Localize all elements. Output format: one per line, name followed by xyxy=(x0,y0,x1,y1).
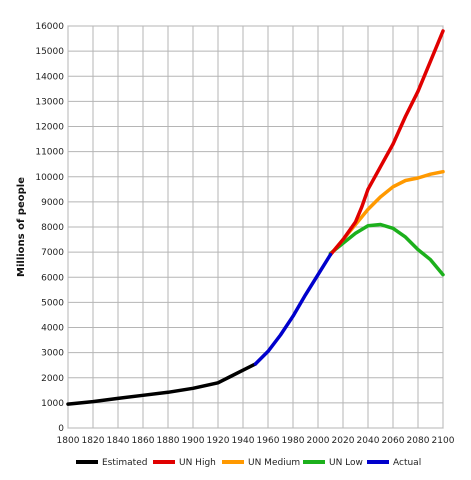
x-tick-label: 1920 xyxy=(207,436,230,446)
x-tick-label: 2040 xyxy=(357,436,380,446)
chart-grid xyxy=(67,25,444,429)
y-tick-label: 0 xyxy=(58,424,64,434)
x-axis-ticks: 1800 1820 1840 1860 1880 1900 1920 1940 1960 1980… xyxy=(57,436,455,446)
x-tick-label: 1800 xyxy=(57,436,80,446)
x-tick-label: 2020 xyxy=(332,436,355,446)
x-tick-label: 1900 xyxy=(182,436,205,446)
legend-label: Actual xyxy=(393,458,421,468)
y-tick-label: 14000 xyxy=(35,72,64,82)
x-tick-label: 1860 xyxy=(132,436,155,446)
y-tick-label: 5000 xyxy=(41,298,64,308)
series-line-actual xyxy=(253,252,333,366)
series-line-estimated xyxy=(66,362,258,406)
y-tick-label: 12000 xyxy=(35,123,64,133)
x-tick-label: 1980 xyxy=(282,436,305,446)
series-line-un-low xyxy=(328,222,445,277)
legend-item-un-high: UN High xyxy=(153,458,216,468)
x-tick-label: 2060 xyxy=(382,436,405,446)
chart-legend: Estimated UN High UN Medium UN Low Actual xyxy=(76,458,421,468)
y-tick-label: 15000 xyxy=(35,47,64,57)
x-tick-label: 1840 xyxy=(107,436,130,446)
x-tick-label: 2080 xyxy=(407,436,430,446)
y-tick-label: 11000 xyxy=(35,148,64,158)
series-line-un-high xyxy=(328,29,445,257)
y-tick-label: 6000 xyxy=(41,273,64,283)
x-tick-label: 1940 xyxy=(232,436,255,446)
x-tick-label: 2100 xyxy=(432,436,455,446)
y-tick-label: 8000 xyxy=(41,223,64,233)
legend-label: UN Low xyxy=(329,458,363,468)
y-axis-label: Millions of people xyxy=(16,177,27,277)
y-tick-label: 7000 xyxy=(41,248,64,258)
x-tick-label: 2000 xyxy=(307,436,330,446)
y-axis-ticks: 0 1000 2000 3000 4000 5000 6000 7000 8000 9000 100… xyxy=(35,22,64,434)
y-tick-label: 2000 xyxy=(41,374,64,384)
y-tick-label: 13000 xyxy=(35,97,64,107)
x-tick-label: 1820 xyxy=(82,436,105,446)
legend-item-estimated: Estimated xyxy=(76,458,147,468)
y-tick-label: 9000 xyxy=(41,198,64,208)
x-tick-label: 1960 xyxy=(257,436,280,446)
legend-label: UN Medium xyxy=(248,458,300,468)
legend-item-actual: Actual xyxy=(367,458,421,468)
y-tick-label: 3000 xyxy=(41,349,64,359)
legend-item-un-low: UN Low xyxy=(303,458,363,468)
y-tick-label: 4000 xyxy=(41,324,64,334)
legend-item-un-medium: UN Medium xyxy=(222,458,300,468)
y-tick-label: 16000 xyxy=(35,22,64,32)
y-tick-label: 1000 xyxy=(41,399,64,409)
legend-label: UN High xyxy=(179,458,216,468)
x-tick-label: 1880 xyxy=(157,436,180,446)
y-tick-label: 10000 xyxy=(35,173,64,183)
legend-label: Estimated xyxy=(102,458,147,468)
series-line-un-medium xyxy=(328,169,445,257)
chart-series xyxy=(66,29,445,406)
